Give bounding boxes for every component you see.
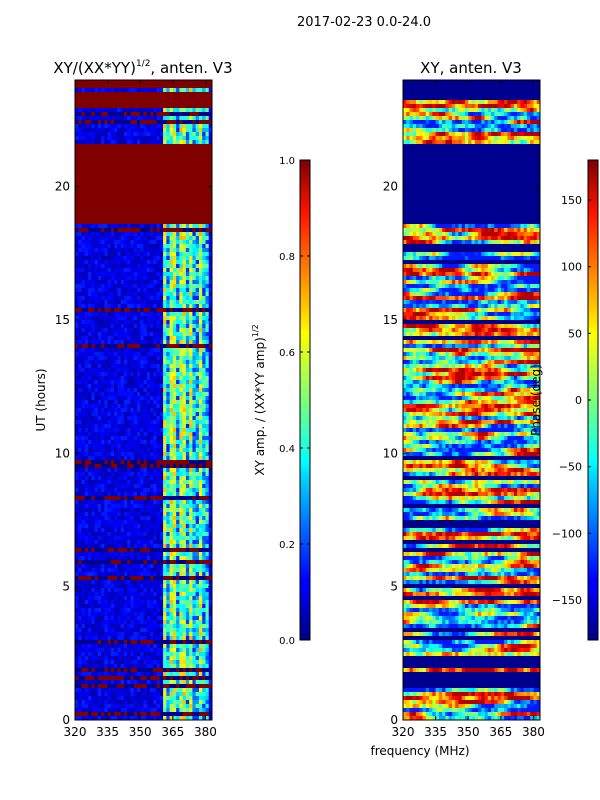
y-tick-label: 5: [62, 580, 70, 594]
right-panel-title: XY, anten. V3: [420, 59, 522, 77]
x-tick-label: 380: [194, 725, 217, 739]
right-heatmap: [403, 80, 540, 720]
x-tick-label: 335: [424, 725, 447, 739]
left-colorbar: [299, 159, 311, 641]
left-y-axis-label: UT (hours): [34, 368, 48, 431]
right-plot-frame: [402, 79, 541, 721]
x-tick-label: 380: [522, 725, 545, 739]
left-cb-label-main: XY amp. / (XX*YY amp): [253, 337, 267, 475]
left-plot-frame: [74, 79, 213, 721]
x-tick-label: 320: [64, 725, 87, 739]
left-y-axis: 0 5 10 15 20: [55, 180, 212, 727]
suptitle: 2017-02-23 0.0-24.0: [297, 15, 431, 30]
y-tick-label: 0: [390, 713, 398, 727]
colorbar-tick-label: −50: [559, 461, 582, 474]
right-heatmap-cells: [403, 80, 540, 720]
y-tick-label: 10: [55, 446, 70, 460]
left-title-exp: 1/2: [136, 59, 150, 69]
colorbar-tick-label: 0.0: [279, 636, 295, 647]
y-tick-label: 15: [55, 313, 70, 327]
left-colorbar-ticks: 0.0 0.2 0.4 0.6 0.8 1.0: [279, 156, 310, 647]
left-x-axis: 320 335 350 365 380: [64, 80, 217, 739]
colorbar-tick-label: 0.8: [279, 252, 295, 263]
colorbar-tick-label: 150: [561, 194, 582, 207]
left-title-rest: , anten. V3: [150, 59, 232, 77]
x-tick-label: 350: [129, 725, 152, 739]
x-tick-label: 365: [161, 725, 184, 739]
left-heatmap: [75, 80, 212, 720]
colorbar-tick-label: 100: [561, 261, 582, 274]
y-tick-label: 0: [62, 713, 70, 727]
colorbar-tick-label: 1.0: [279, 156, 295, 167]
left-heatmap-cells: [75, 80, 212, 720]
right-colorbar-label: Phase (deg): [529, 364, 543, 436]
y-tick-label: 20: [55, 180, 70, 194]
colorbar-tick-label: 0.2: [279, 540, 295, 551]
colorbar-tick-label: 0.6: [279, 348, 295, 359]
y-tick-label: 20: [383, 180, 398, 194]
left-cb-label-exp: 1/2: [251, 324, 260, 337]
y-tick-label: 5: [390, 580, 398, 594]
x-tick-label: 350: [457, 725, 480, 739]
x-axis-label: frequency (MHz): [370, 744, 469, 758]
colorbar-tick-label: 0.4: [279, 444, 295, 455]
colorbar-tick-label: −100: [552, 527, 582, 540]
colorbar-tick-label: 50: [568, 327, 582, 340]
colorbar-tick-label: 0: [575, 394, 582, 407]
x-tick-label: 335: [96, 725, 119, 739]
left-colorbar-label: XY amp. / (XX*YY amp)1/2: [251, 324, 267, 475]
right-colorbar-ticks: −150 −100 −50 0 50 100 150: [552, 194, 591, 607]
x-tick-label: 320: [392, 725, 415, 739]
y-tick-label: 15: [383, 313, 398, 327]
left-panel-title: XY/(XX*YY)1/2, anten. V3: [53, 59, 232, 77]
colorbar-tick-label: −150: [552, 594, 582, 607]
right-x-axis: 320 335 350 365 380: [392, 80, 545, 739]
x-tick-label: 365: [489, 725, 512, 739]
left-title-main: XY/(XX*YY): [53, 59, 136, 77]
y-tick-label: 10: [383, 446, 398, 460]
right-y-axis: 0 5 10 15 20: [383, 180, 540, 727]
